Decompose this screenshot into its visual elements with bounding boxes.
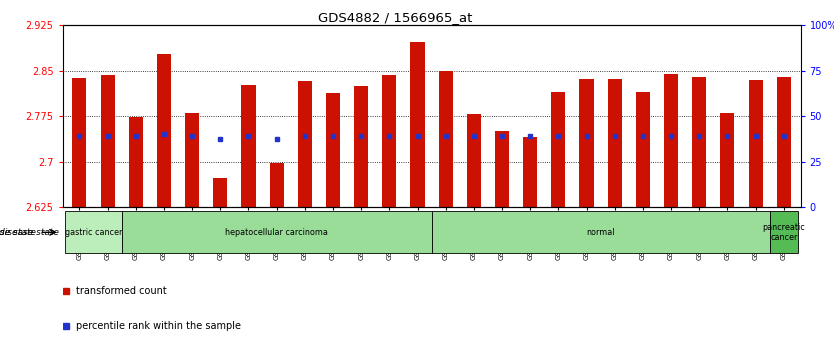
Bar xyxy=(608,79,622,207)
Bar xyxy=(439,71,453,207)
Bar xyxy=(157,54,171,207)
Bar xyxy=(523,137,537,207)
FancyBboxPatch shape xyxy=(770,211,798,253)
Text: transformed count: transformed count xyxy=(76,286,167,296)
Bar xyxy=(410,42,425,207)
Bar xyxy=(664,74,678,207)
Text: GDS4882 / 1566965_at: GDS4882 / 1566965_at xyxy=(318,11,472,24)
Bar xyxy=(495,131,509,207)
Text: disease state: disease state xyxy=(0,228,58,237)
Bar xyxy=(580,79,594,207)
FancyBboxPatch shape xyxy=(122,211,432,253)
Bar xyxy=(101,75,114,207)
Bar xyxy=(692,77,706,207)
Bar xyxy=(551,92,565,207)
Bar xyxy=(776,77,791,207)
Text: percentile rank within the sample: percentile rank within the sample xyxy=(76,321,241,331)
Bar xyxy=(354,86,368,207)
FancyBboxPatch shape xyxy=(65,211,122,253)
Bar xyxy=(749,81,762,207)
Bar xyxy=(636,92,650,207)
Bar xyxy=(298,81,312,207)
Bar xyxy=(721,113,735,207)
Bar xyxy=(467,114,481,207)
Text: hepatocellular carcinoma: hepatocellular carcinoma xyxy=(225,228,328,237)
Text: gastric cancer: gastric cancer xyxy=(65,228,123,237)
Text: disease state: disease state xyxy=(0,228,36,237)
Bar xyxy=(241,85,255,207)
Text: normal: normal xyxy=(586,228,615,237)
Bar xyxy=(185,113,199,207)
Bar xyxy=(269,163,284,207)
FancyBboxPatch shape xyxy=(432,211,770,253)
Bar xyxy=(128,117,143,207)
Bar xyxy=(73,78,87,207)
Bar xyxy=(214,179,228,207)
Bar xyxy=(382,75,396,207)
Text: pancreatic
cancer: pancreatic cancer xyxy=(762,223,805,242)
Bar xyxy=(326,93,340,207)
